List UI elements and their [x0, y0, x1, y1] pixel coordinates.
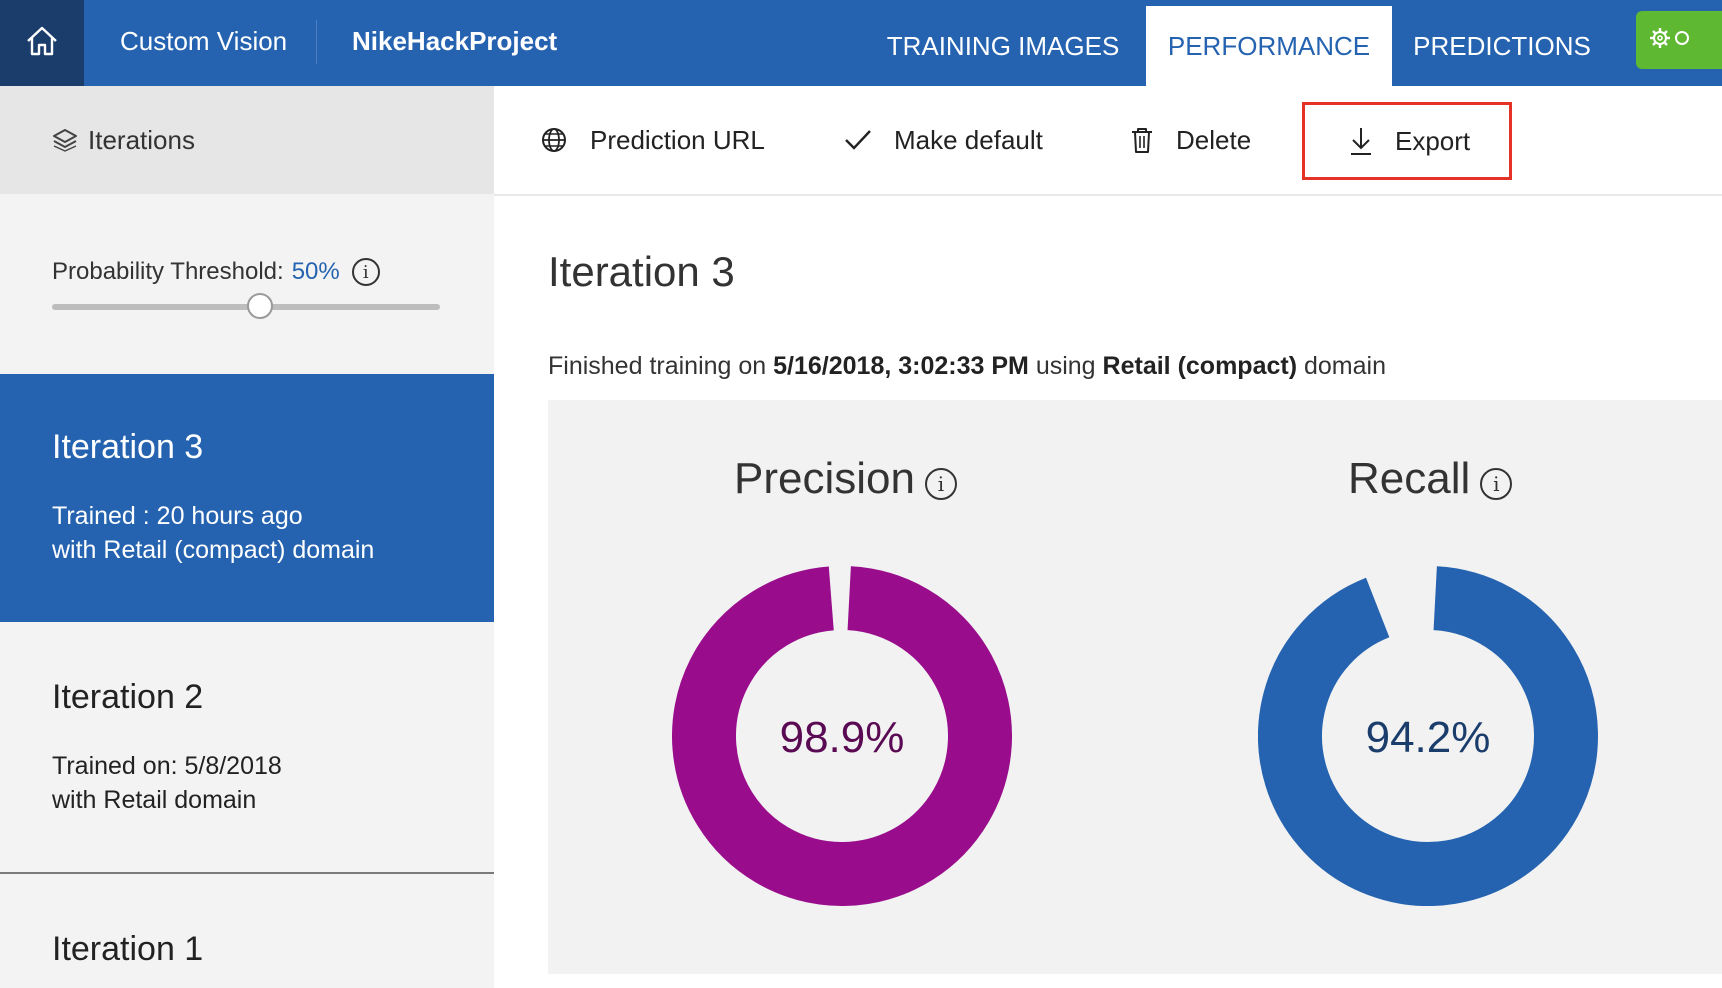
- precision-title: Precision i: [734, 454, 957, 504]
- precision-value: 98.9%: [780, 713, 905, 762]
- metrics-panel: Precision i Recall i 98.9% 94.2%: [548, 400, 1722, 974]
- card-divider: [0, 872, 494, 874]
- globe-icon: [540, 126, 568, 154]
- app-brand[interactable]: Custom Vision: [120, 26, 288, 56]
- checkmark-icon: [844, 128, 872, 152]
- download-icon: [1349, 126, 1373, 156]
- delete-label: Delete: [1176, 124, 1252, 155]
- iterations-header[interactable]: Iterations: [0, 86, 494, 194]
- info-icon[interactable]: i: [1480, 468, 1513, 500]
- project-name[interactable]: NikeHackProject: [352, 26, 558, 56]
- summary-suffix: domain: [1297, 352, 1386, 380]
- threshold-value: 50%: [291, 258, 340, 285]
- prediction-url-button[interactable]: Prediction URL: [540, 86, 765, 194]
- iterations-header-label: Iterations: [88, 124, 195, 155]
- iteration-title: Iteration 3: [52, 428, 204, 466]
- home-button[interactable]: [0, 0, 84, 86]
- precision-donut-arc: [672, 566, 1012, 906]
- precision-label: Precision: [734, 454, 915, 503]
- summary-domain: Retail (compact): [1102, 352, 1298, 380]
- iteration-title: Iteration 2: [52, 678, 204, 716]
- iteration-card-3[interactable]: Iteration 3 Trained : 20 hours ago with …: [0, 374, 494, 622]
- iteration-domain-info: with Retail (compact) domain: [52, 536, 375, 564]
- iteration-card-2[interactable]: Iteration 2 Trained on: 5/8/2018 with Re…: [0, 624, 494, 872]
- iteration-toolbar: Prediction URL Make default Delete Expor…: [494, 86, 1722, 196]
- summary-date: 5/16/2018, 3:02:33 PM: [773, 352, 1029, 380]
- settings-button[interactable]: [1636, 11, 1722, 69]
- recall-title: Recall i: [1348, 454, 1513, 504]
- brand-divider: [316, 20, 317, 64]
- export-button[interactable]: Export: [1302, 102, 1512, 180]
- iteration-trained-info: Trained on: 5/8/2018: [52, 752, 282, 780]
- home-icon: [25, 25, 59, 62]
- tab-training-images[interactable]: TRAINING IMAGES: [886, 30, 1120, 61]
- tab-performance[interactable]: PERFORMANCE: [1146, 6, 1392, 86]
- top-nav-bar: Custom Vision NikeHackProject TRAINING I…: [0, 0, 1722, 86]
- make-default-button[interactable]: Make default: [844, 86, 1043, 194]
- precision-donut-chart: 98.9%: [672, 566, 1012, 906]
- iteration-domain-info: with Retail domain: [52, 786, 257, 814]
- iteration-card-1[interactable]: Iteration 1: [0, 874, 494, 988]
- tab-predictions[interactable]: PREDICTIONS: [1413, 30, 1591, 61]
- info-icon[interactable]: i: [351, 258, 380, 286]
- iteration-title: Iteration 1: [52, 930, 204, 968]
- summary-prefix: Finished training on: [548, 352, 774, 380]
- iteration-trained-info: Trained : 20 hours ago: [52, 502, 303, 530]
- info-icon[interactable]: i: [924, 468, 957, 500]
- iterations-sidebar: Iterations Probability Threshold: 50% i …: [0, 86, 494, 988]
- probability-threshold: Probability Threshold: 50% i: [52, 258, 380, 286]
- prediction-url-label: Prediction URL: [590, 124, 765, 155]
- layers-icon: [52, 128, 78, 152]
- export-label: Export: [1395, 125, 1471, 156]
- recall-value: 94.2%: [1366, 713, 1491, 762]
- threshold-label: Probability Threshold:: [52, 258, 284, 285]
- page-title: Iteration 3: [548, 248, 735, 295]
- recall-donut-arc: [1258, 566, 1598, 906]
- gear-icon: [1646, 24, 1694, 57]
- trash-icon: [1130, 126, 1154, 154]
- recall-donut-chart: 94.2%: [1258, 566, 1598, 906]
- recall-label: Recall: [1348, 454, 1471, 503]
- make-default-label: Make default: [894, 124, 1043, 155]
- threshold-slider-track[interactable]: [52, 304, 440, 310]
- training-summary: Finished training on 5/16/2018, 3:02:33 …: [548, 352, 1386, 381]
- summary-mid: using: [1028, 352, 1103, 380]
- delete-button[interactable]: Delete: [1130, 86, 1251, 194]
- threshold-slider-handle[interactable]: [247, 293, 273, 319]
